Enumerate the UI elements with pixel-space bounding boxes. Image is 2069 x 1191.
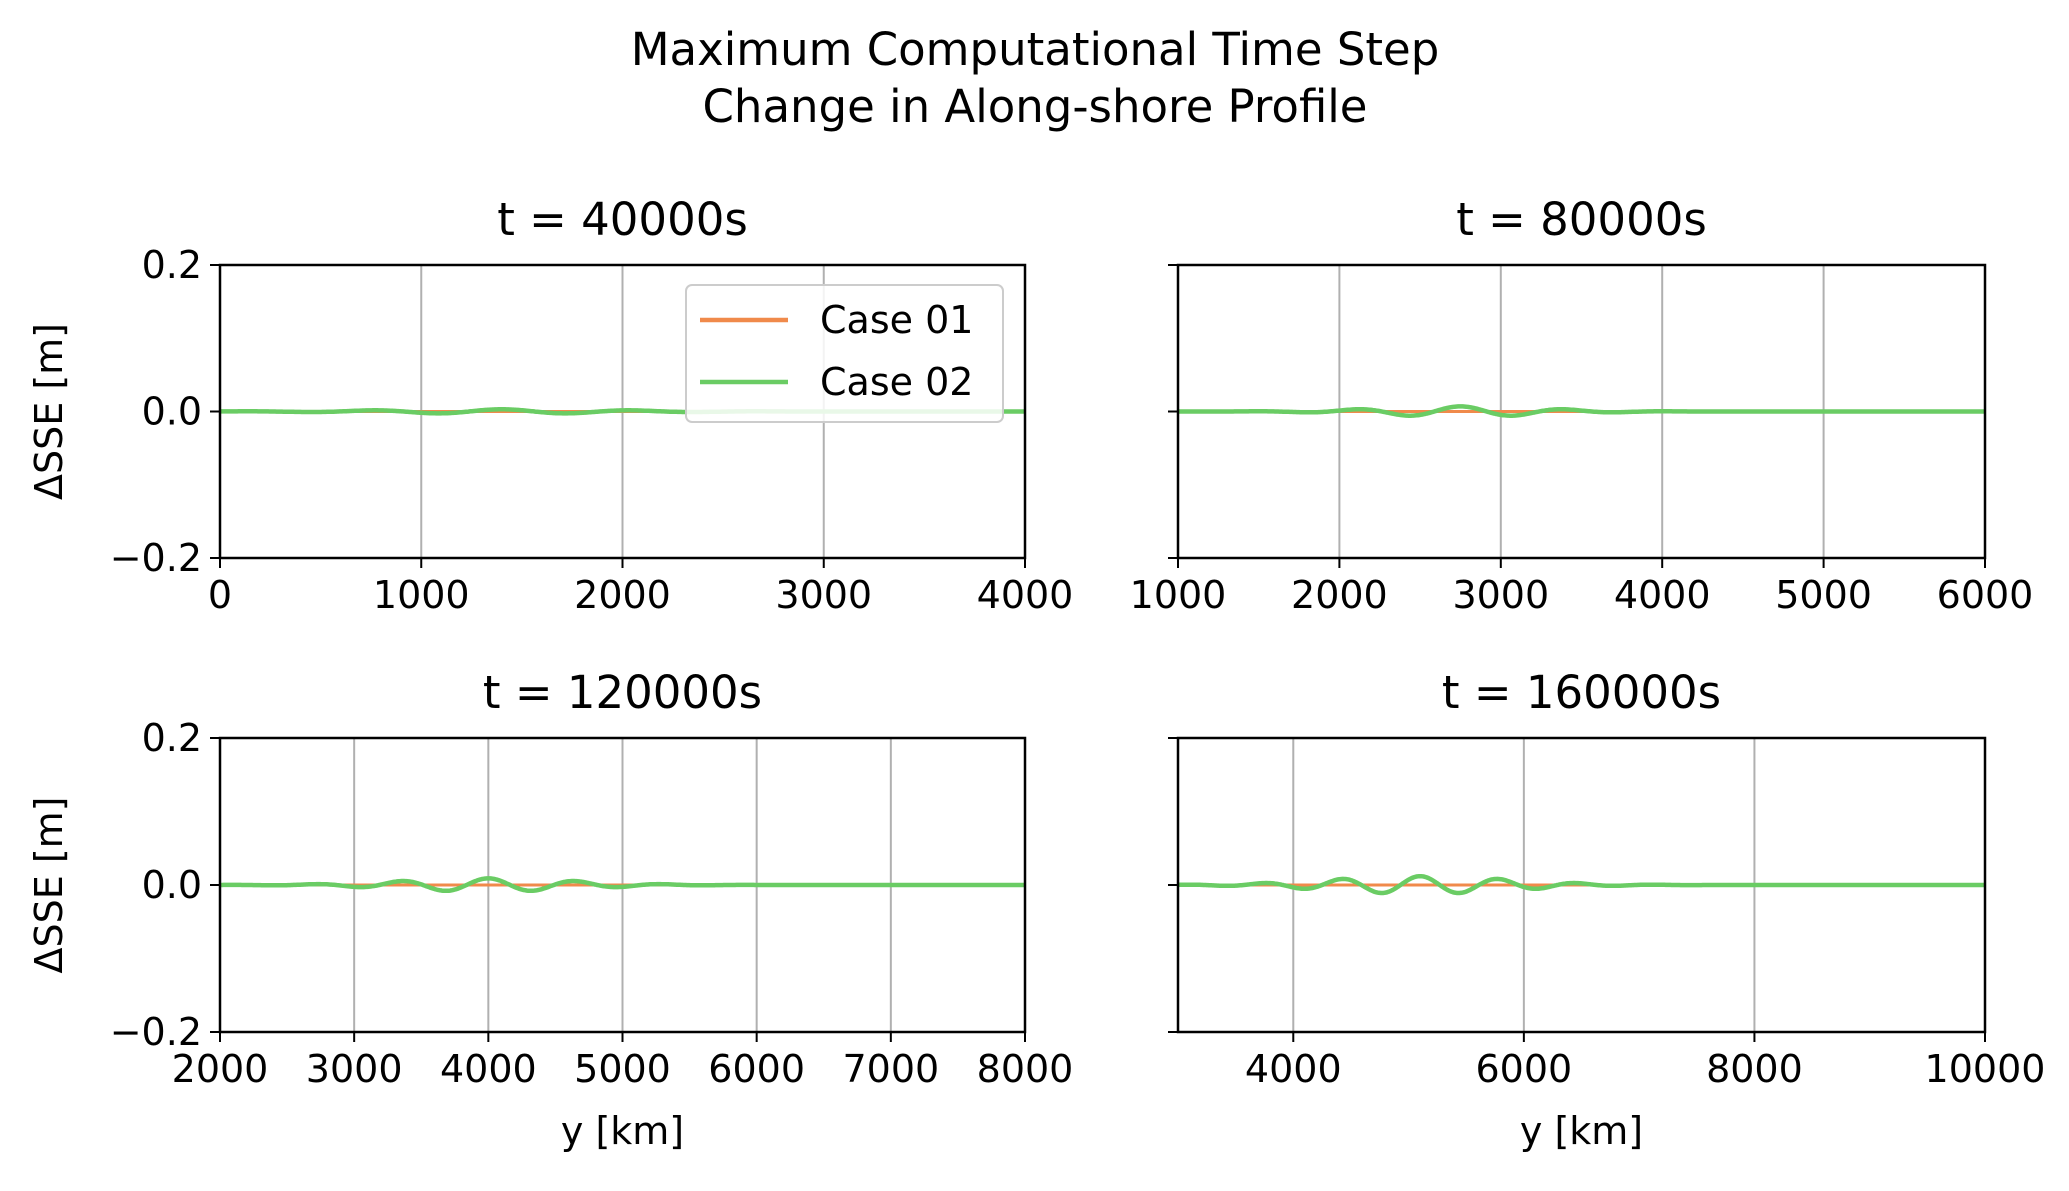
x-tick-label: 5000 bbox=[1775, 573, 1872, 617]
figure-title-line2: Change in Along-shore Profile bbox=[703, 80, 1368, 133]
figure-title-line1: Maximum Computational Time Step bbox=[631, 23, 1440, 76]
x-tick-label: 6000 bbox=[708, 1047, 805, 1091]
x-tick-label: 4000 bbox=[977, 573, 1074, 617]
x-tick-label: 2000 bbox=[172, 1047, 269, 1091]
x-tick-label: 6000 bbox=[1937, 573, 2034, 617]
x-tick-label: 3000 bbox=[306, 1047, 403, 1091]
subplot-title: t = 160000s bbox=[1442, 666, 1721, 719]
series-line-case-02 bbox=[1178, 404, 1985, 418]
subplot-title: t = 120000s bbox=[483, 666, 762, 719]
y-axis-label: ΔSSE [m] bbox=[27, 323, 71, 500]
x-tick-label: 7000 bbox=[842, 1047, 939, 1091]
subplot-title: t = 80000s bbox=[1456, 193, 1707, 246]
x-tick-label: 3000 bbox=[1452, 573, 1549, 617]
y-axis-label: ΔSSE [m] bbox=[27, 797, 71, 974]
x-axis-label: y [km] bbox=[1520, 1109, 1643, 1153]
x-tick-label: 4000 bbox=[1245, 1047, 1342, 1091]
x-tick-label: 2000 bbox=[574, 573, 671, 617]
x-tick-label: 5000 bbox=[574, 1047, 671, 1091]
subplot-3: 2000 3000 4000 5000 6000 7000 8000 −0.2 0.0 0.2 t … bbox=[27, 666, 1073, 1153]
y-tick-label: 0.0 bbox=[142, 863, 202, 907]
x-tick-label: 1000 bbox=[373, 573, 470, 617]
x-tick-label: 6000 bbox=[1475, 1047, 1572, 1091]
y-tick-label: 0.2 bbox=[142, 716, 202, 760]
x-tick-label: 1000 bbox=[1130, 573, 1227, 617]
x-tick-label: 3000 bbox=[775, 573, 872, 617]
series-line-case-02 bbox=[1178, 873, 1985, 896]
x-axis-label: y [km] bbox=[561, 1109, 684, 1153]
subplot-2: 1000 2000 3000 4000 5000 6000 t = 80000s bbox=[1130, 193, 2034, 617]
y-tick-label: −0.2 bbox=[110, 1010, 202, 1054]
y-tick-label: 0.0 bbox=[142, 390, 202, 434]
subplot-4: 4000 6000 8000 10000 t = 160000s y [km] bbox=[1168, 666, 2045, 1153]
legend-label: Case 02 bbox=[820, 360, 973, 404]
x-tick-label: 10000 bbox=[1925, 1047, 2046, 1091]
subplot-title: t = 40000s bbox=[497, 193, 748, 246]
series-line-case-02 bbox=[220, 876, 1025, 894]
y-tick-label: −0.2 bbox=[110, 536, 202, 580]
x-tick-label: 8000 bbox=[1706, 1047, 1803, 1091]
x-tick-label: 4000 bbox=[1614, 573, 1711, 617]
x-tick-label: 4000 bbox=[440, 1047, 537, 1091]
y-tick-label: 0.2 bbox=[142, 243, 202, 287]
legend: Case 01 Case 02 bbox=[685, 284, 1004, 423]
subplot-1: 0 1000 2000 3000 4000 −0.2 0.0 0.2 t = 40000s ΔSS… bbox=[27, 193, 1073, 617]
legend-label: Case 01 bbox=[820, 298, 973, 342]
x-tick-label: 8000 bbox=[977, 1047, 1074, 1091]
x-tick-label: 2000 bbox=[1291, 573, 1388, 617]
x-tick-label: 0 bbox=[208, 573, 232, 617]
